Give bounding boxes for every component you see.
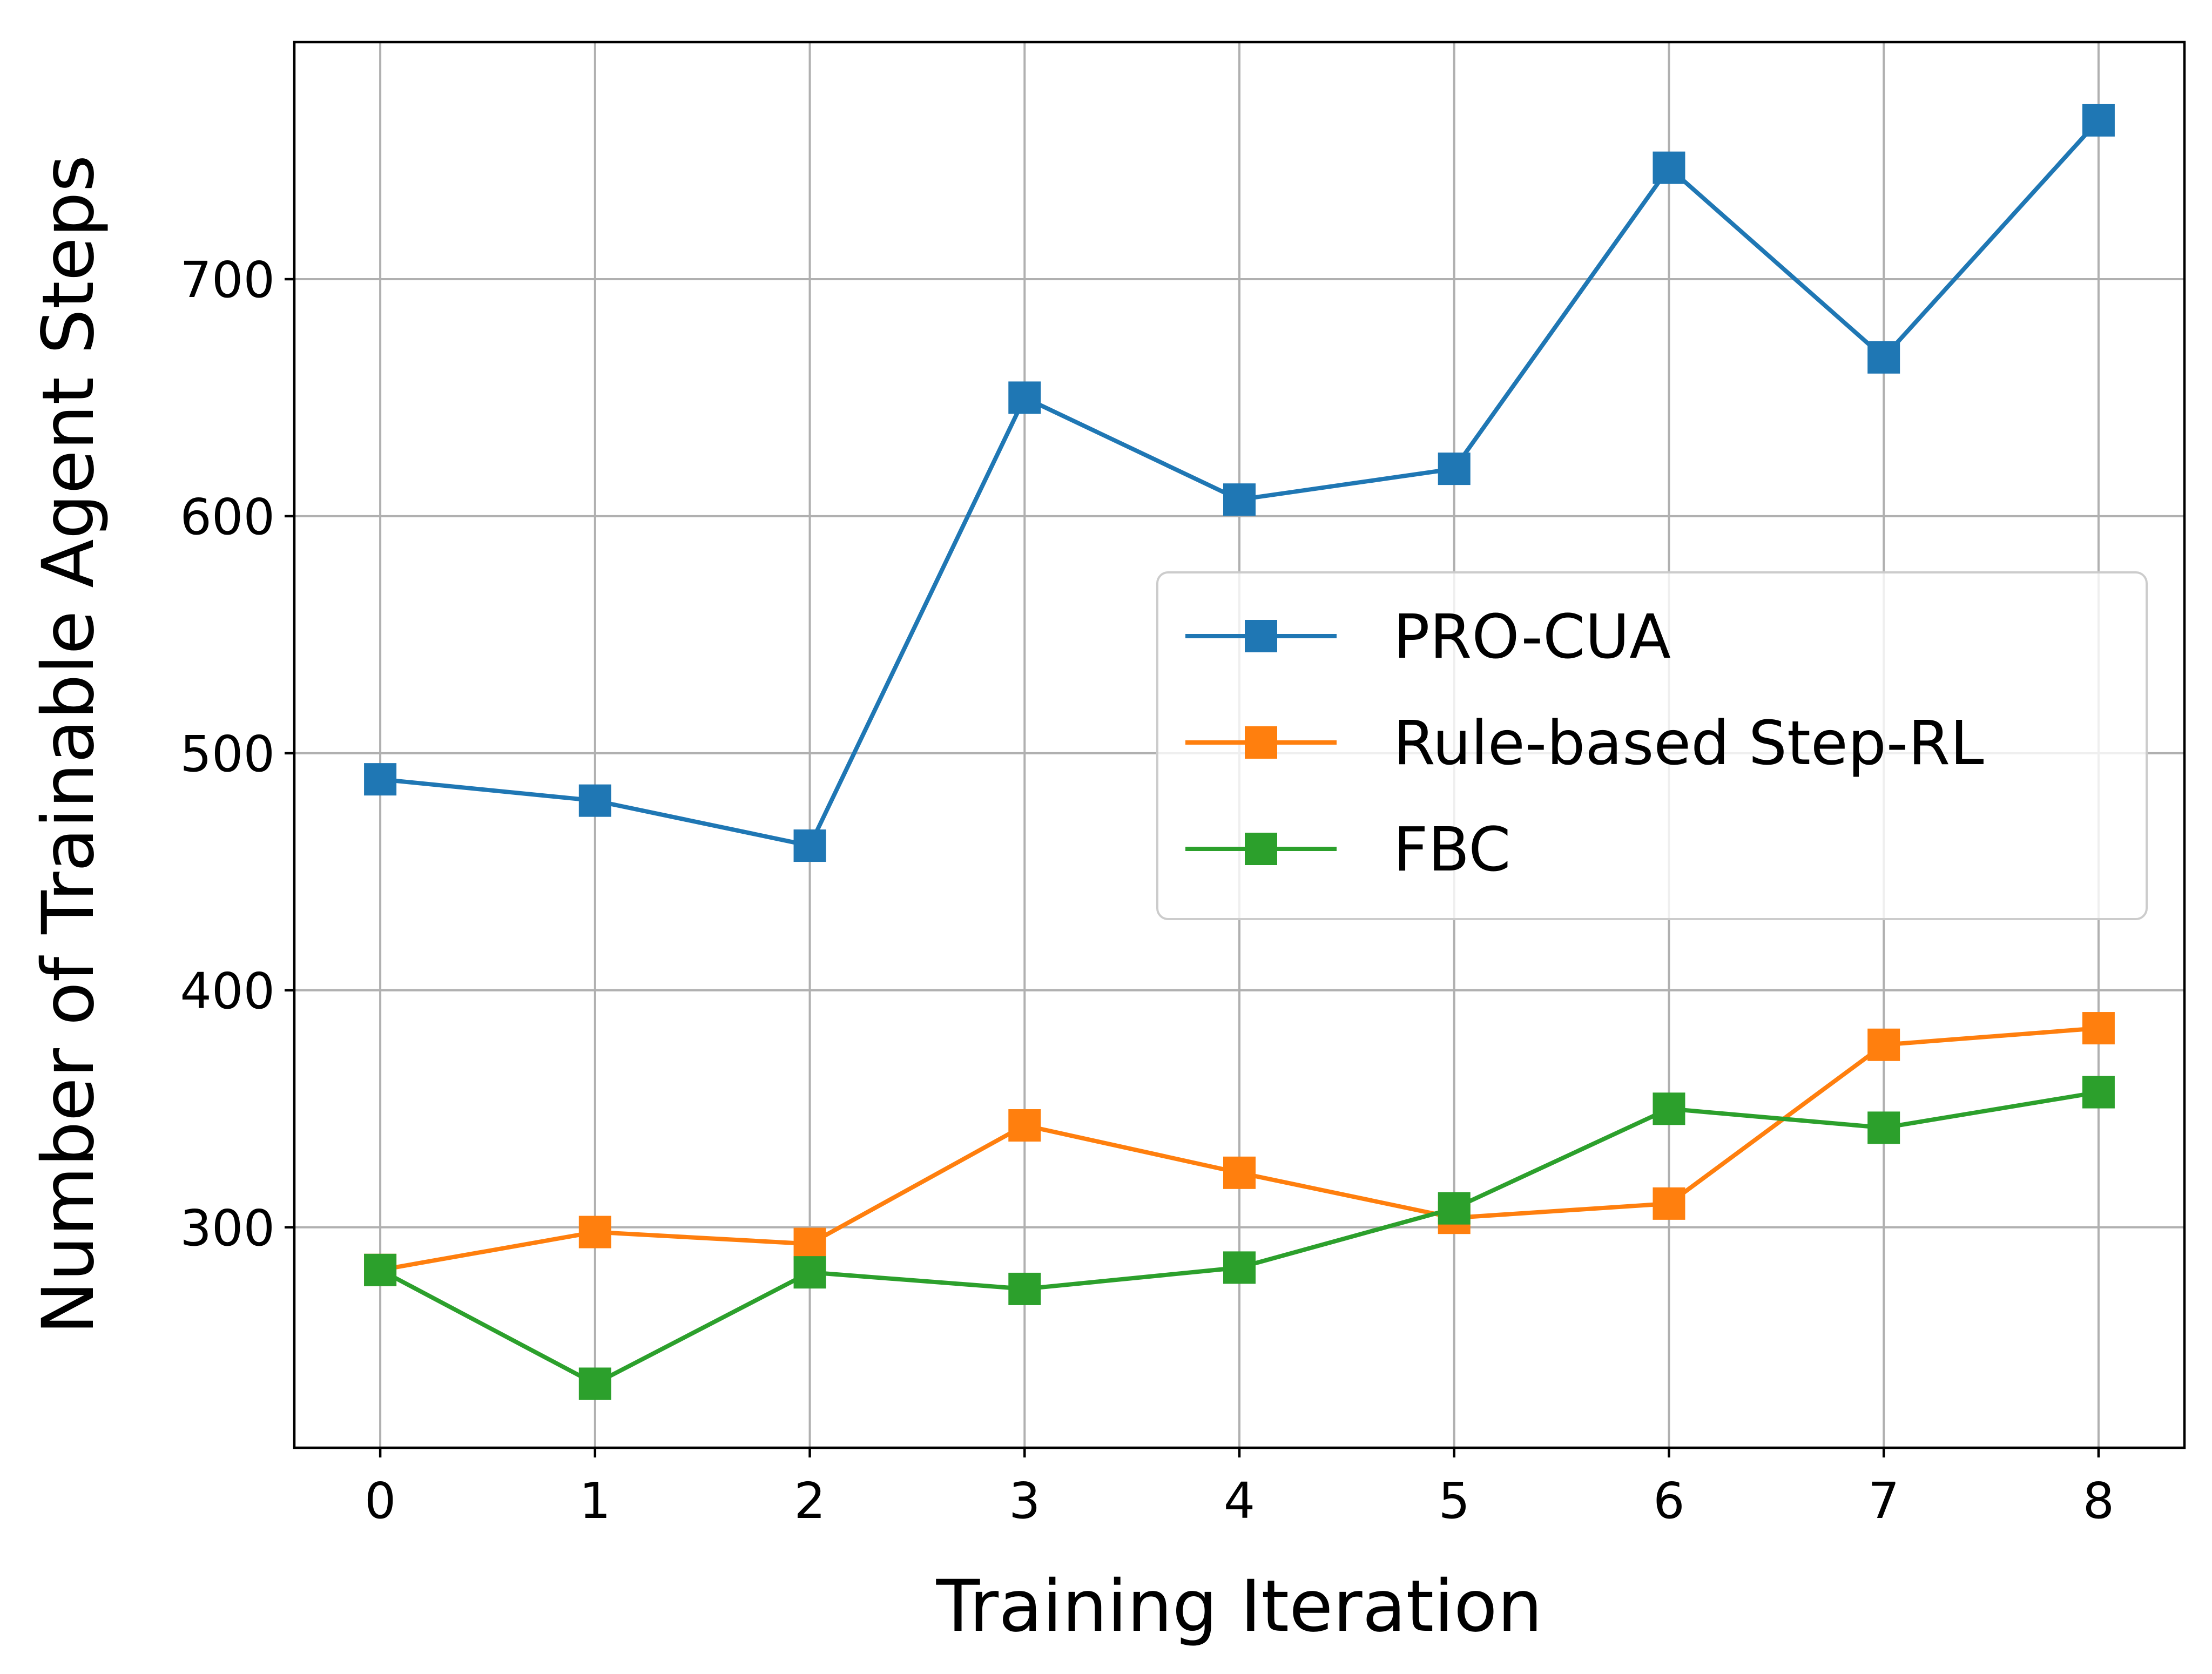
data-point-1-3: [1008, 1109, 1041, 1142]
data-point-2-5: [1438, 1192, 1471, 1225]
data-point-1-7: [1867, 1028, 1900, 1061]
data-point-0-6: [1653, 151, 1685, 184]
data-point-1-8: [2082, 1012, 2115, 1045]
data-point-0-8: [2082, 104, 2115, 137]
x-tick-label-5: 5: [1438, 1472, 1470, 1530]
series-layer: [364, 104, 2115, 1400]
grid-lines: [294, 42, 2184, 1448]
y-tick-label-2: 500: [180, 725, 275, 783]
data-point-1-4: [1223, 1156, 1256, 1189]
data-point-0-2: [793, 829, 826, 862]
legend-marker-2: [1245, 833, 1277, 865]
data-point-2-8: [2082, 1076, 2115, 1109]
legend-label-1: Rule-based Step-RL: [1393, 708, 1984, 779]
legend-box: [1156, 571, 2148, 920]
x-tick-label-2: 2: [794, 1472, 826, 1530]
data-point-0-0: [364, 763, 397, 796]
x-tick-label-8: 8: [2083, 1472, 2115, 1530]
y-tick-label-3: 600: [180, 488, 275, 546]
legend-label-0: PRO-CUA: [1393, 602, 1671, 672]
legend-marker-0: [1245, 620, 1277, 652]
y-tick-label-0: 300: [180, 1199, 275, 1257]
data-point-2-1: [578, 1367, 611, 1400]
x-tick-label-7: 7: [1868, 1472, 1900, 1530]
data-point-2-6: [1653, 1092, 1685, 1125]
axis-ticks: 0 1 2 3 4 5 6 7 8 300 400 500 600 700: [180, 251, 2114, 1530]
data-point-2-0: [364, 1253, 397, 1286]
legend-entry-2: FBC: [1185, 815, 1511, 885]
series-2: [364, 1076, 2115, 1400]
data-point-1-6: [1653, 1187, 1685, 1220]
y-tick-label-4: 700: [180, 251, 275, 309]
data-point-2-7: [1867, 1111, 1900, 1144]
data-point-2-2: [793, 1256, 826, 1289]
y-tick-label-1: 400: [180, 962, 275, 1020]
legend-label-2: FBC: [1393, 815, 1511, 885]
x-tick-label-0: 0: [365, 1472, 396, 1530]
legend-entry-0: PRO-CUA: [1185, 602, 1671, 672]
data-point-0-3: [1008, 381, 1041, 414]
data-point-1-1: [578, 1216, 611, 1248]
data-point-0-7: [1867, 341, 1900, 374]
legend-entry-1: Rule-based Step-RL: [1185, 708, 1984, 779]
data-point-0-1: [578, 784, 611, 817]
x-axis-label: Training Iteration: [936, 1565, 1543, 1648]
x-tick-label-3: 3: [1009, 1472, 1041, 1530]
legend: PRO-CUA Rule-based Step-RL FBC: [1156, 571, 2148, 920]
series-0: [364, 104, 2115, 862]
data-point-1-2: [793, 1227, 826, 1260]
data-point-2-3: [1008, 1272, 1041, 1305]
x-tick-label-1: 1: [579, 1472, 611, 1530]
data-point-0-5: [1438, 453, 1471, 485]
x-tick-label-4: 4: [1224, 1472, 1256, 1530]
y-axis-label: Number of Trainable Agent Steps: [27, 155, 110, 1335]
legend-marker-1: [1245, 726, 1277, 759]
data-point-2-4: [1223, 1251, 1256, 1284]
data-point-0-4: [1223, 483, 1256, 516]
x-tick-label-6: 6: [1653, 1472, 1685, 1530]
